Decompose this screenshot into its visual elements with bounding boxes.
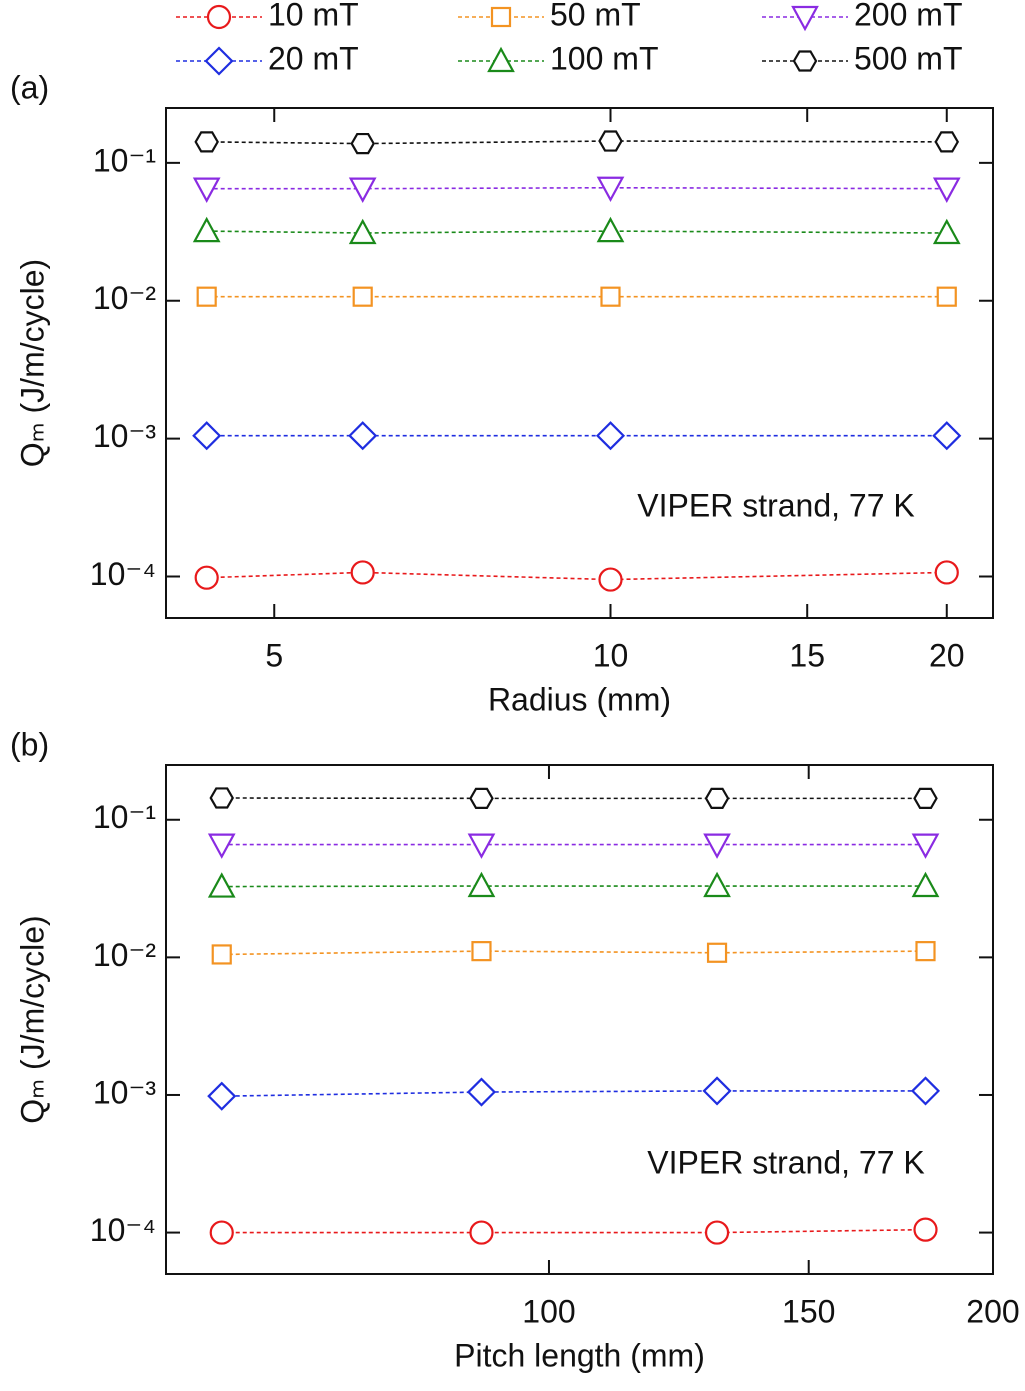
legend-label: 100 mT xyxy=(550,40,658,76)
marker xyxy=(915,789,937,808)
marker xyxy=(354,288,372,306)
marker xyxy=(469,835,493,857)
series-line xyxy=(222,886,926,887)
legend-label: 200 mT xyxy=(854,0,962,32)
plot-frame xyxy=(166,108,993,618)
marker xyxy=(599,219,623,241)
marker xyxy=(350,423,376,449)
marker xyxy=(198,288,216,306)
marker xyxy=(935,179,959,201)
y-tick-label: 10⁻² xyxy=(93,937,156,973)
marker xyxy=(917,942,935,960)
marker xyxy=(351,179,375,201)
legend-marker xyxy=(794,51,816,70)
marker xyxy=(195,219,219,241)
series-line xyxy=(207,572,947,579)
marker xyxy=(470,789,492,808)
marker xyxy=(352,561,374,583)
y-axis-label: Qₘ (J/m/cycle) xyxy=(14,915,50,1123)
marker xyxy=(470,1222,492,1244)
x-tick-label: 200 xyxy=(966,1293,1019,1329)
y-tick-label: 10⁻⁴ xyxy=(90,1212,156,1248)
marker xyxy=(600,569,622,591)
marker xyxy=(602,288,620,306)
y-tick-label: 10⁻¹ xyxy=(93,142,156,178)
marker xyxy=(194,423,220,449)
marker xyxy=(600,132,622,151)
x-tick-label: 20 xyxy=(929,637,965,673)
marker xyxy=(210,835,234,857)
marker xyxy=(706,1222,728,1244)
marker xyxy=(598,423,624,449)
y-tick-label: 10⁻³ xyxy=(93,418,156,454)
marker xyxy=(213,945,231,963)
marker xyxy=(209,1083,235,1109)
y-tick-label: 10⁻⁴ xyxy=(90,556,156,592)
series-line xyxy=(207,188,947,189)
marker xyxy=(211,1222,233,1244)
series-line xyxy=(222,1230,926,1233)
marker xyxy=(938,288,956,306)
legend-marker xyxy=(208,6,230,28)
marker xyxy=(210,875,234,897)
marker xyxy=(936,132,958,151)
legend-marker xyxy=(793,7,817,29)
x-tick-label: 100 xyxy=(522,1293,575,1329)
legend-label: 20 mT xyxy=(268,40,359,76)
legend-marker xyxy=(492,8,510,26)
marker xyxy=(708,944,726,962)
marker xyxy=(705,835,729,857)
legend-marker xyxy=(489,49,513,71)
marker xyxy=(472,942,490,960)
marker xyxy=(934,423,960,449)
series-line xyxy=(222,951,926,954)
marker xyxy=(599,178,623,200)
marker xyxy=(196,567,218,589)
marker xyxy=(914,874,938,896)
marker xyxy=(211,788,233,807)
legend-label: 10 mT xyxy=(268,0,359,32)
marker xyxy=(351,221,375,243)
marker xyxy=(195,179,219,201)
legend-marker xyxy=(206,48,232,74)
series-line xyxy=(207,141,947,144)
y-tick-label: 10⁻¹ xyxy=(93,799,156,835)
marker xyxy=(936,561,958,583)
marker xyxy=(705,874,729,896)
x-axis-label: Pitch length (mm) xyxy=(454,1337,705,1373)
series-line xyxy=(207,231,947,233)
plot-frame xyxy=(166,765,993,1274)
series-line xyxy=(222,1091,926,1096)
marker xyxy=(706,789,728,808)
x-tick-label: 15 xyxy=(789,637,825,673)
legend-label: 50 mT xyxy=(550,0,641,32)
annotation: VIPER strand, 77 K xyxy=(647,1144,924,1180)
marker xyxy=(914,835,938,857)
panel-label: (b) xyxy=(10,726,49,762)
x-tick-label: 10 xyxy=(593,637,629,673)
marker xyxy=(469,874,493,896)
marker xyxy=(915,1219,937,1241)
marker xyxy=(913,1078,939,1104)
annotation: VIPER strand, 77 K xyxy=(637,487,914,523)
marker xyxy=(935,221,959,243)
panel-label: (a) xyxy=(10,69,49,105)
marker xyxy=(704,1078,730,1104)
x-tick-label: 5 xyxy=(265,637,283,673)
x-axis-label: Radius (mm) xyxy=(488,681,671,717)
y-axis-label: Qₘ (J/m/cycle) xyxy=(14,259,50,467)
x-tick-label: 150 xyxy=(782,1293,835,1329)
legend-label: 500 mT xyxy=(854,40,962,76)
y-tick-label: 10⁻³ xyxy=(93,1074,156,1110)
marker xyxy=(196,132,218,151)
marker xyxy=(352,134,374,153)
y-tick-label: 10⁻² xyxy=(93,280,156,316)
marker xyxy=(468,1079,494,1105)
